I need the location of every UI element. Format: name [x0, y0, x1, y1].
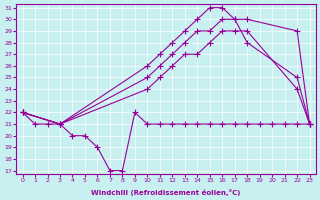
X-axis label: Windchill (Refroidissement éolien,°C): Windchill (Refroidissement éolien,°C) — [92, 189, 241, 196]
